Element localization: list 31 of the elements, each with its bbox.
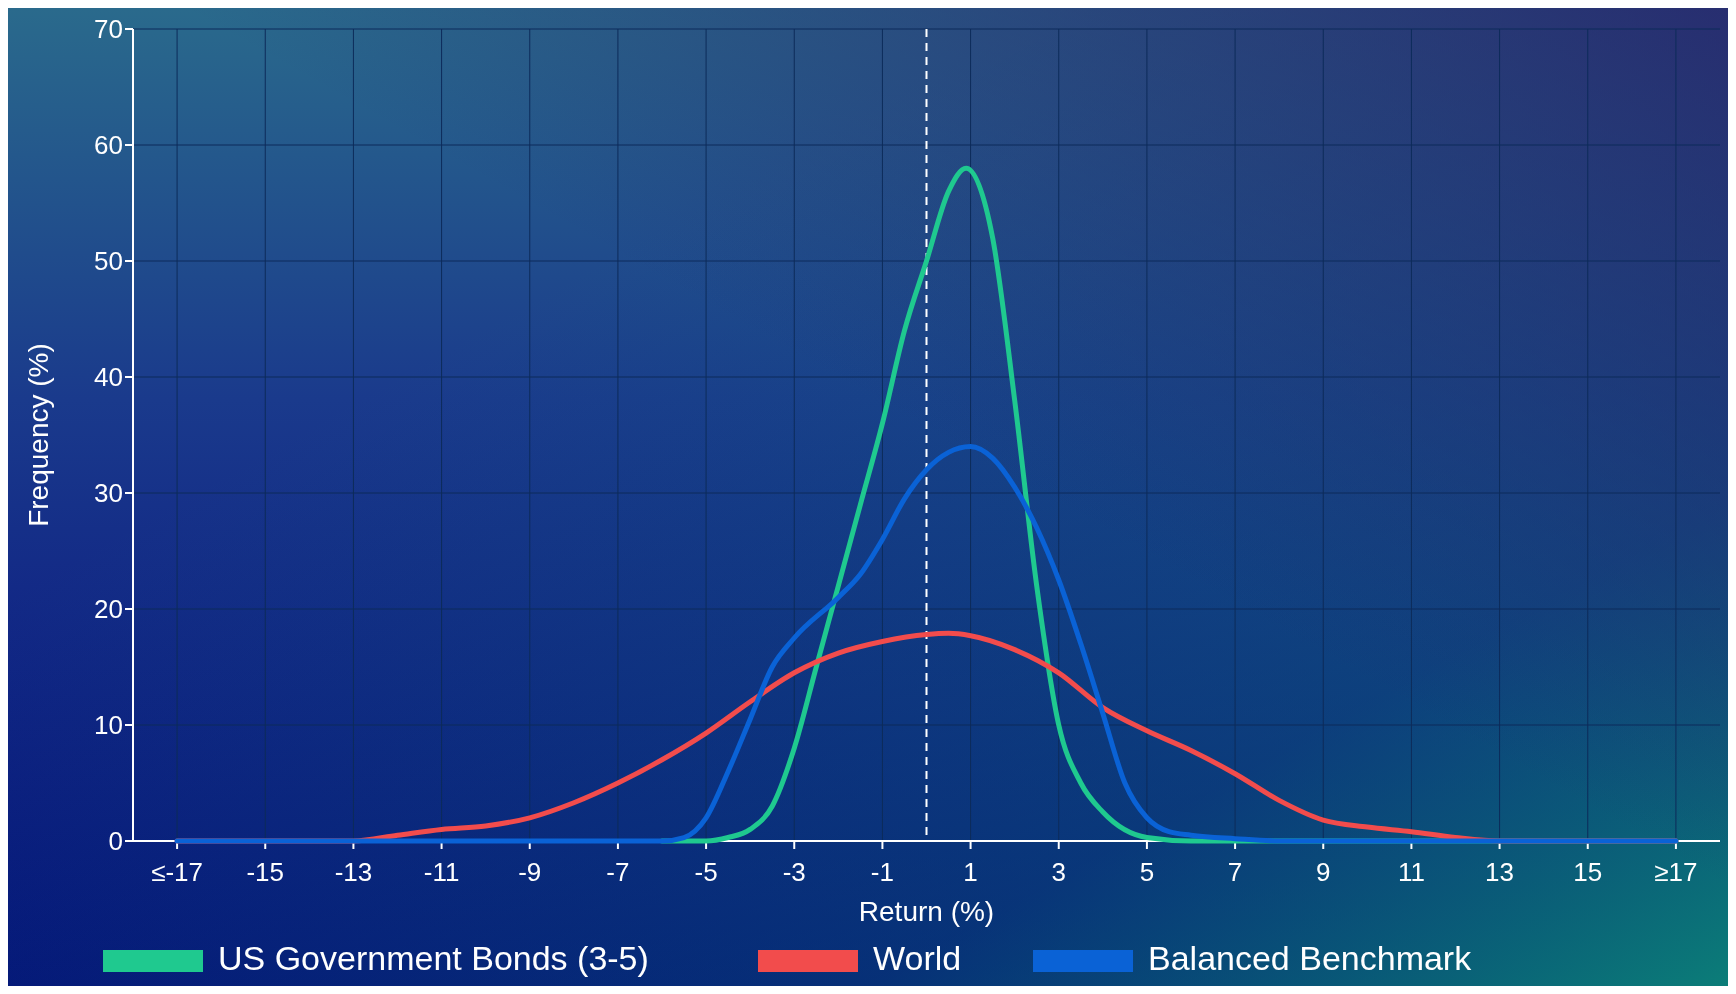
x-tick-label: -9 bbox=[518, 857, 542, 887]
y-tick-label: 60 bbox=[94, 130, 123, 161]
x-tick-label: 3 bbox=[1051, 857, 1066, 887]
x-tick-label: -3 bbox=[782, 857, 806, 887]
x-tick-label: 9 bbox=[1316, 857, 1331, 887]
x-tick-label: 5 bbox=[1139, 857, 1155, 887]
x-tick-label: -5 bbox=[694, 857, 718, 887]
x-axis-title: Return (%) bbox=[858, 896, 995, 927]
x-tick-label: -11 bbox=[423, 857, 460, 887]
x-tick-label: -15 bbox=[246, 857, 285, 887]
legend-label: World bbox=[873, 939, 962, 977]
y-axis-title: Frequency (%) bbox=[23, 343, 54, 527]
x-tick-label: ≥17 bbox=[1654, 857, 1698, 887]
y-tick-label: 70 bbox=[94, 14, 123, 45]
x-tick-label: 13 bbox=[1485, 857, 1515, 887]
y-tick-label: 50 bbox=[94, 246, 123, 277]
x-tick-label: 11 bbox=[1397, 857, 1425, 887]
y-tick-label: 30 bbox=[94, 478, 123, 509]
x-tick-label: 1 bbox=[963, 857, 978, 887]
x-tick-label: -1 bbox=[870, 857, 894, 887]
x-tick-label: -13 bbox=[334, 857, 373, 887]
x-tick-label: 7 bbox=[1227, 857, 1243, 887]
y-tick-label: 20 bbox=[94, 594, 123, 625]
x-tick-label: -7 bbox=[606, 857, 630, 887]
x-tick-label: 15 bbox=[1573, 857, 1603, 887]
y-tick-label: 40 bbox=[94, 362, 123, 393]
legend-label: Balanced Benchmark bbox=[1148, 939, 1473, 977]
y-tick-label: 10 bbox=[94, 710, 123, 741]
legend-label: US Government Bonds (3-5) bbox=[218, 939, 649, 977]
x-tick-label: ≤-17 bbox=[151, 857, 204, 887]
y-tick-label: 0 bbox=[108, 826, 123, 857]
